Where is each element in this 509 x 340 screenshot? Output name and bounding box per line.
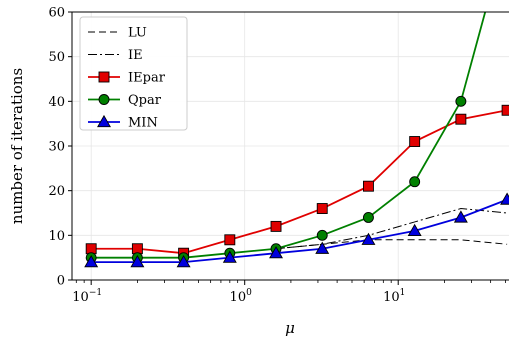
y-tick-label: 40 xyxy=(48,95,65,110)
legend: LU IE IEpar Qpar MIN xyxy=(79,16,188,131)
data-point-min xyxy=(361,232,376,245)
data-point-min xyxy=(500,192,509,205)
data-point-iepar xyxy=(224,234,236,246)
data-point-min xyxy=(176,255,191,268)
series-line-ie xyxy=(275,208,508,250)
legend-item-min: MIN xyxy=(88,114,158,131)
x-tick-label: 100 xyxy=(230,288,253,305)
data-point-qpar xyxy=(363,212,374,223)
x-axis-label: μ xyxy=(285,319,295,337)
data-point-iepar xyxy=(501,104,509,116)
series-layer xyxy=(84,12,509,268)
y-tick-label: 10 xyxy=(48,229,65,244)
series-line-iepar xyxy=(91,109,508,255)
data-point-iepar xyxy=(455,113,467,125)
series-lu xyxy=(275,239,508,250)
y-tick-label: 50 xyxy=(48,50,65,65)
legend-label: MIN xyxy=(128,116,158,131)
legend-item-qpar: Qpar xyxy=(88,93,162,108)
y-tick-label: 0 xyxy=(57,274,65,289)
y-tick-label: 30 xyxy=(48,140,65,155)
data-point-iepar xyxy=(409,136,421,147)
data-point-qpar xyxy=(455,95,467,107)
series-line-lu xyxy=(275,239,508,250)
data-point-min xyxy=(222,250,237,263)
y-tick-label: 20 xyxy=(48,184,65,199)
legend-swatch-marker xyxy=(98,94,110,105)
data-point-iepar xyxy=(316,203,328,214)
data-point-min xyxy=(130,255,145,268)
y-axis-label: number of iterations xyxy=(8,68,26,224)
legend-item-iepar: IEpar xyxy=(88,71,166,86)
legend-label: Qpar xyxy=(128,93,162,108)
data-point-iepar xyxy=(270,220,282,232)
data-point-qpar xyxy=(409,176,421,188)
data-point-min xyxy=(315,241,330,254)
legend-label: LU xyxy=(128,26,147,41)
x-tick-label: 101 xyxy=(383,288,405,305)
series-ie xyxy=(275,208,508,250)
legend-label: IEpar xyxy=(128,71,166,86)
data-point-qpar xyxy=(316,229,328,241)
x-tick-label: 10−1 xyxy=(72,288,102,305)
y-tick-label: 60 xyxy=(48,6,65,21)
axes: 0 10 20 30 40 50 60 10−1 100 101 xyxy=(48,6,506,305)
data-point-iepar xyxy=(363,180,374,192)
legend-swatch-marker xyxy=(97,114,111,128)
legend-label: IE xyxy=(128,48,143,63)
data-point-min xyxy=(407,223,422,236)
data-point-min xyxy=(269,246,284,259)
data-point-min xyxy=(453,210,468,223)
series-line-min xyxy=(91,198,508,264)
legend-item-lu: LU xyxy=(88,26,147,41)
legend-item-ie: IE xyxy=(88,48,143,63)
series-min xyxy=(84,192,509,268)
data-point-min xyxy=(84,255,99,268)
series-line-qpar xyxy=(91,12,487,259)
legend-swatch-marker xyxy=(98,71,110,83)
